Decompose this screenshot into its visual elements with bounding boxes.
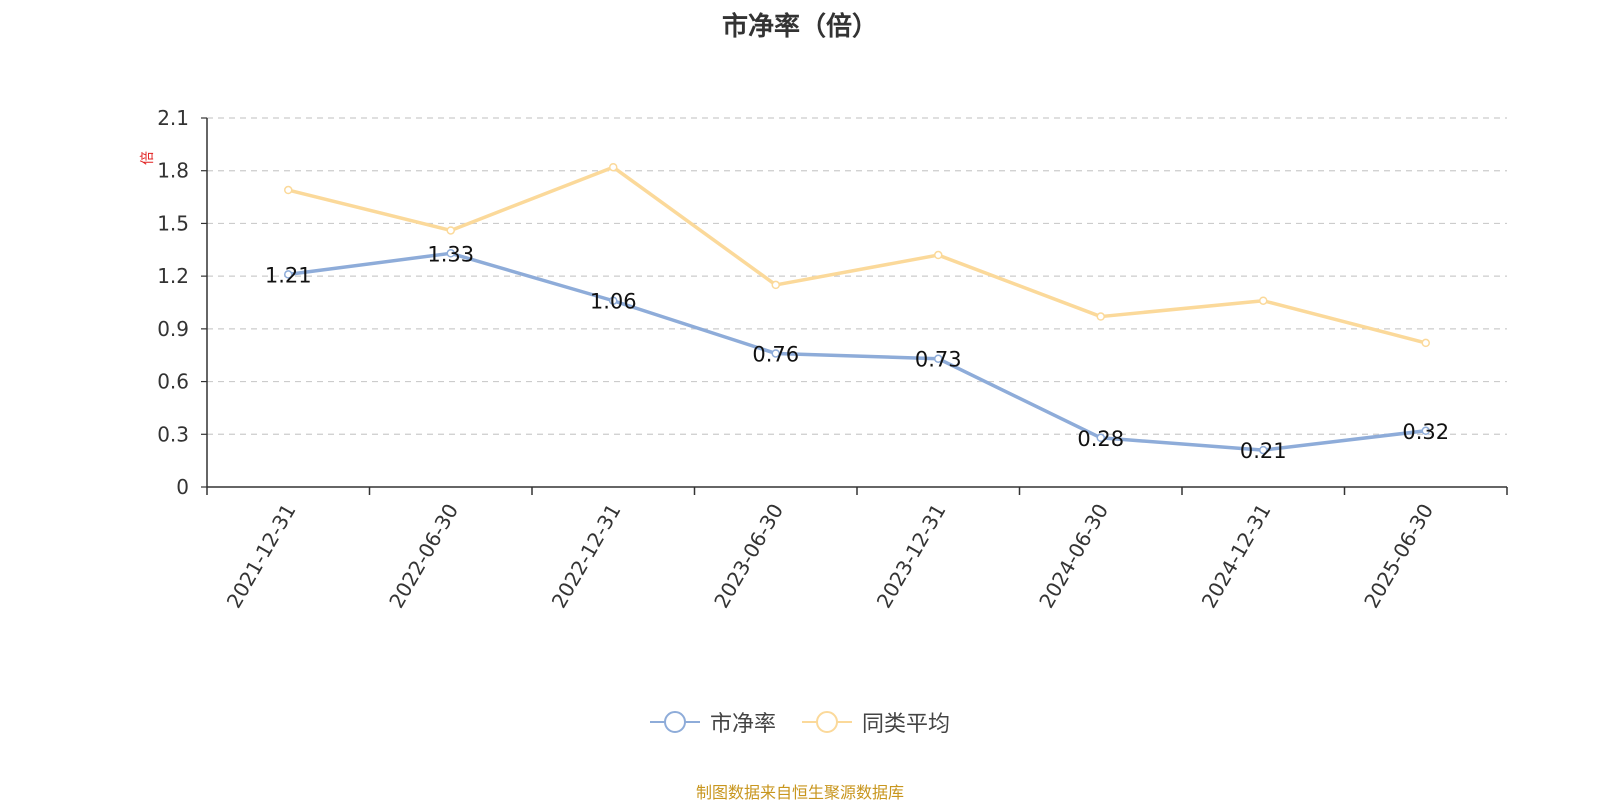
- data-label-0: 1.21: [265, 263, 312, 287]
- y-tick-label-5: 1.5: [157, 211, 189, 235]
- series-0-point-3: [771, 349, 780, 358]
- x-tick-label-5: 2024-06-30: [1034, 500, 1113, 613]
- series-1-point-0: [284, 185, 293, 195]
- series-0-point-6: [1259, 445, 1268, 455]
- legend-swatch-series-0: [649, 711, 700, 733]
- series-line-1: [287, 165, 1427, 345]
- series-1-point-3: [771, 280, 780, 290]
- series-0-point-4: [934, 354, 943, 363]
- x-tick-label-1: 2022-06-30: [384, 500, 463, 613]
- series-0-point-0: [284, 270, 293, 279]
- y-tick-label-1: 0.3: [157, 422, 189, 446]
- series-1-point-1: [446, 226, 455, 235]
- data-label-1: 1.33: [427, 242, 474, 266]
- y-axis-label: 倍: [140, 151, 156, 165]
- chart-title: 市净率（倍）: [721, 12, 878, 42]
- data-label-7: 0.32: [1402, 420, 1449, 444]
- y-tick-label-3: 0.9: [157, 317, 189, 341]
- series-0-point-2: [609, 296, 618, 305]
- x-tick-label-3: 2023-06-30: [709, 500, 788, 613]
- y-tick-label-6: 1.8: [157, 159, 189, 183]
- legend-label-series-0: 市净率: [709, 712, 776, 737]
- y-tick-label-2: 0.6: [157, 370, 189, 394]
- data-label-6: 0.21: [1240, 439, 1287, 463]
- series-1-point-7: [1421, 338, 1430, 348]
- data-label-2: 1.06: [590, 290, 637, 314]
- y-tick-label-4: 1.2: [157, 264, 189, 288]
- series-1-point-6: [1259, 296, 1268, 305]
- legend: 市净率 同类平均: [0, 706, 1600, 738]
- legend-item-series-0[interactable]: 市净率: [649, 706, 776, 738]
- x-tick-label-4: 2023-12-31: [872, 500, 951, 613]
- data-source-note: 制图数据来自恒生聚源数据库: [695, 783, 904, 802]
- legend-item-series-1[interactable]: 同类平均: [802, 706, 950, 738]
- series-0-point-1: [446, 249, 455, 258]
- x-tick-label-0: 2021-12-31: [222, 500, 301, 613]
- legend-swatch-series-1: [802, 711, 852, 733]
- x-tick-label-6: 2024-12-31: [1197, 500, 1276, 613]
- series-1-point-2: [609, 162, 618, 172]
- data-label-4: 0.73: [915, 348, 962, 372]
- series-1-point-5: [1096, 312, 1105, 321]
- legend-label-series-1: 同类平均: [862, 712, 951, 737]
- series-0-point-7: [1421, 426, 1430, 436]
- x-tick-label-2: 2022-12-31: [547, 500, 626, 613]
- series-1-point-4: [934, 250, 943, 260]
- y-tick-label-7: 2.1: [157, 106, 189, 130]
- x-tick-label-7: 2025-06-30: [1359, 500, 1438, 613]
- series-0-point-5: [1096, 433, 1105, 443]
- data-label-5: 0.28: [1077, 427, 1124, 451]
- data-label-3: 0.76: [752, 342, 799, 366]
- series-line-0: [288, 251, 1426, 452]
- y-tick-label-0: 0: [176, 475, 189, 499]
